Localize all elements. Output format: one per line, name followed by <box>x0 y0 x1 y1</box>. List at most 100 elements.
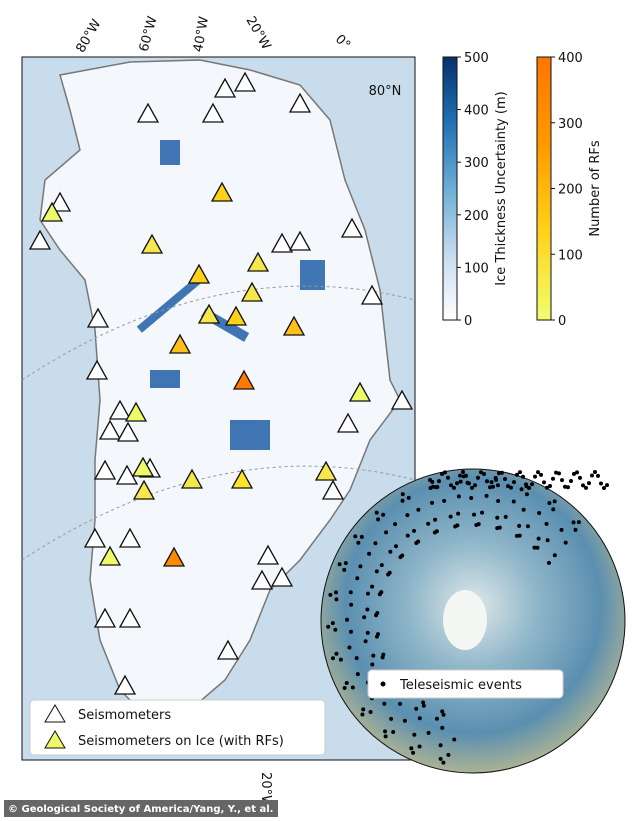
station <box>131 456 155 477</box>
event <box>349 602 354 607</box>
event <box>362 615 367 620</box>
event <box>590 473 594 478</box>
event <box>440 725 445 730</box>
event <box>467 481 471 486</box>
colorbar-label: Ice Thickness Uncertainty (m) <box>494 91 509 285</box>
event <box>497 525 502 530</box>
station <box>116 421 140 442</box>
station <box>288 230 312 251</box>
station <box>288 92 312 113</box>
event <box>557 471 561 476</box>
event <box>348 629 353 634</box>
event <box>441 712 446 717</box>
event <box>503 476 507 481</box>
station <box>113 674 137 695</box>
colorbar-tick-label: 300 <box>558 117 583 132</box>
lon-label: 20°W <box>258 772 273 808</box>
event <box>334 597 339 602</box>
event <box>480 510 485 515</box>
event <box>458 479 463 484</box>
event <box>347 645 352 650</box>
station <box>124 401 148 422</box>
event <box>576 520 581 525</box>
event <box>381 652 386 657</box>
station <box>48 191 72 212</box>
event <box>358 564 363 569</box>
event <box>365 591 370 596</box>
event <box>330 621 335 626</box>
event <box>525 524 530 529</box>
event <box>442 498 447 503</box>
event <box>440 471 444 476</box>
event <box>559 527 564 532</box>
greenland <box>39 59 401 721</box>
event <box>434 716 439 721</box>
station <box>136 102 160 123</box>
event <box>458 473 462 478</box>
station <box>98 419 122 440</box>
stations <box>28 71 414 695</box>
colorbar <box>442 56 458 321</box>
station <box>40 201 64 222</box>
station <box>168 333 192 354</box>
event <box>354 656 359 661</box>
event <box>416 507 421 512</box>
event <box>381 512 386 517</box>
event <box>434 485 438 490</box>
event <box>476 522 481 527</box>
event <box>409 746 414 751</box>
colorbar-tick-label: 100 <box>464 261 489 276</box>
event <box>569 478 573 483</box>
event <box>539 472 543 477</box>
credit-bg <box>4 800 278 817</box>
event <box>400 553 405 558</box>
event <box>497 471 501 476</box>
event <box>334 590 339 595</box>
station <box>232 369 256 390</box>
event <box>371 653 376 658</box>
station <box>140 233 164 254</box>
station <box>233 71 257 92</box>
station <box>246 251 270 272</box>
legend-text: Seismometers <box>78 708 171 723</box>
event <box>461 470 465 475</box>
event <box>542 480 546 485</box>
station <box>210 181 234 202</box>
event <box>524 492 529 497</box>
event <box>535 545 540 550</box>
event <box>426 521 431 526</box>
event <box>417 744 422 749</box>
lon-label: 80°W <box>73 17 104 56</box>
event <box>584 485 588 490</box>
colorbar-tick-label: 0 <box>558 314 566 329</box>
event <box>411 750 416 755</box>
legend-marker <box>44 730 66 749</box>
colorbar <box>536 56 552 321</box>
event <box>495 515 500 520</box>
event <box>482 471 486 476</box>
event <box>518 470 522 475</box>
station <box>132 479 156 500</box>
event <box>365 607 370 612</box>
event <box>431 484 435 489</box>
station <box>115 464 139 485</box>
colorbar-tick-label: 400 <box>558 51 583 66</box>
event <box>517 523 522 528</box>
station <box>314 460 338 481</box>
event <box>361 707 366 712</box>
event <box>379 563 384 568</box>
station <box>216 639 240 660</box>
event <box>545 538 550 543</box>
station <box>240 281 264 302</box>
event <box>421 700 426 705</box>
event <box>517 533 522 538</box>
event <box>455 481 459 486</box>
colorbar-tick-label: 500 <box>464 51 489 66</box>
station <box>28 229 52 250</box>
event <box>398 701 403 706</box>
event <box>449 483 453 488</box>
event <box>337 562 342 567</box>
event <box>345 617 350 622</box>
event <box>367 551 372 556</box>
event <box>496 498 501 503</box>
